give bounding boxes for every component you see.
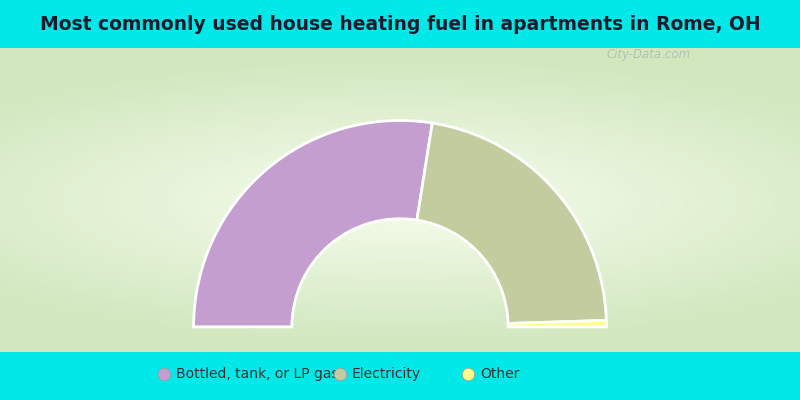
Wedge shape [417,123,606,324]
Wedge shape [194,120,432,327]
Text: City-Data.com: City-Data.com [607,48,691,61]
Text: Electricity: Electricity [352,366,421,381]
Text: Other: Other [480,366,519,381]
Wedge shape [508,320,606,327]
Text: Bottled, tank, or LP gas: Bottled, tank, or LP gas [176,366,338,381]
Text: Most commonly used house heating fuel in apartments in Rome, OH: Most commonly used house heating fuel in… [40,14,760,34]
